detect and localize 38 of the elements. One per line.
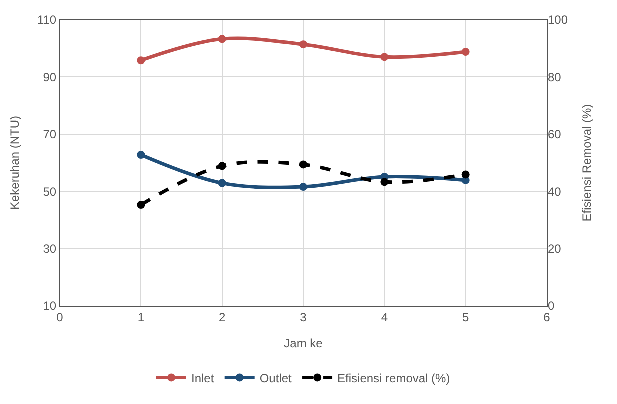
x-tick-label: 2 <box>218 310 226 324</box>
point <box>462 170 470 179</box>
y2-axis-title: Efisiensi Removal (%) <box>580 104 594 222</box>
x-tick-label: 5 <box>462 310 470 324</box>
point <box>300 183 308 192</box>
point <box>218 162 226 170</box>
x-axis-title: Jam ke <box>284 336 324 350</box>
x-tick-label: 4 <box>381 310 388 324</box>
x-tick-label: 0 <box>56 310 64 324</box>
y-tick-label: 90 <box>43 70 57 84</box>
y-tick-label: 110 <box>37 13 57 28</box>
legend-label: Inlet <box>192 371 215 386</box>
point <box>380 53 389 62</box>
point <box>300 40 308 49</box>
point <box>218 179 226 188</box>
y2-tick-label: 20 <box>548 242 562 256</box>
y-tick-label: 10 <box>43 299 57 314</box>
point <box>380 178 389 186</box>
point <box>462 48 470 56</box>
point <box>137 150 146 159</box>
y2-tick-label: 100 <box>548 13 568 28</box>
y2-tick-label: 0 <box>548 299 555 314</box>
x-tick-label: 6 <box>544 310 551 324</box>
y-tick-label: 30 <box>43 242 57 256</box>
legend-label: Outlet <box>260 371 293 386</box>
y2-tick-label: 60 <box>548 128 562 142</box>
y-tick-label: 50 <box>43 184 57 199</box>
y2-tick-label: 40 <box>548 184 562 199</box>
point <box>300 160 308 169</box>
y2-tick-label: 80 <box>548 70 562 84</box>
point <box>137 56 146 65</box>
point <box>137 201 146 210</box>
y-tick-label: 70 <box>43 128 57 142</box>
y-axis-title: Kekeruhan (NTU) <box>8 116 22 210</box>
point <box>218 35 226 44</box>
x-tick-label: 1 <box>138 310 145 324</box>
legend-label: Efisiensi removal (%) <box>338 371 450 386</box>
x-tick-label: 3 <box>300 310 308 324</box>
